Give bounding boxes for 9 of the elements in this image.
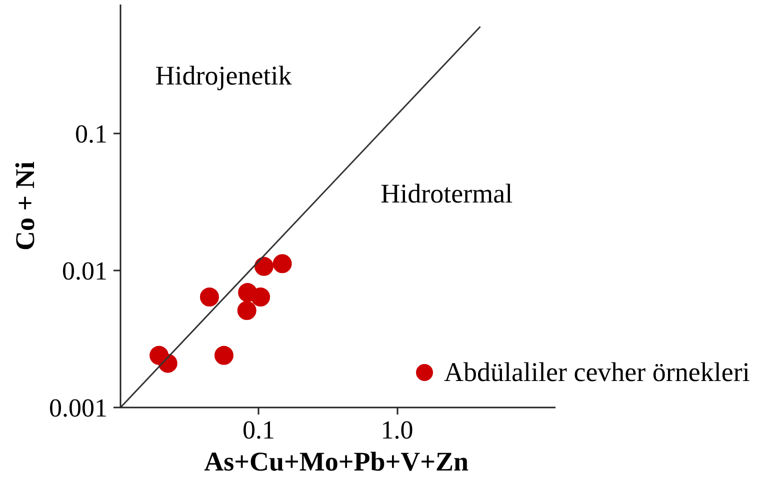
y-tick-label: 0.001 xyxy=(49,394,108,422)
y-tick-label: 0.1 xyxy=(75,119,108,148)
x-tick-label: 1.0 xyxy=(380,416,414,444)
annotation: Hidrojenetik xyxy=(155,60,292,90)
legend-label: Abdülaliler cevher örnekleri xyxy=(444,356,750,388)
annotation: Hidrotermal xyxy=(380,178,513,209)
y-tick-label: 0.01 xyxy=(62,256,108,286)
y-axis-title: Co + Ni xyxy=(10,161,40,250)
x-axis-title: As+Cu+Mo+Pb+V+Zn xyxy=(204,446,469,476)
